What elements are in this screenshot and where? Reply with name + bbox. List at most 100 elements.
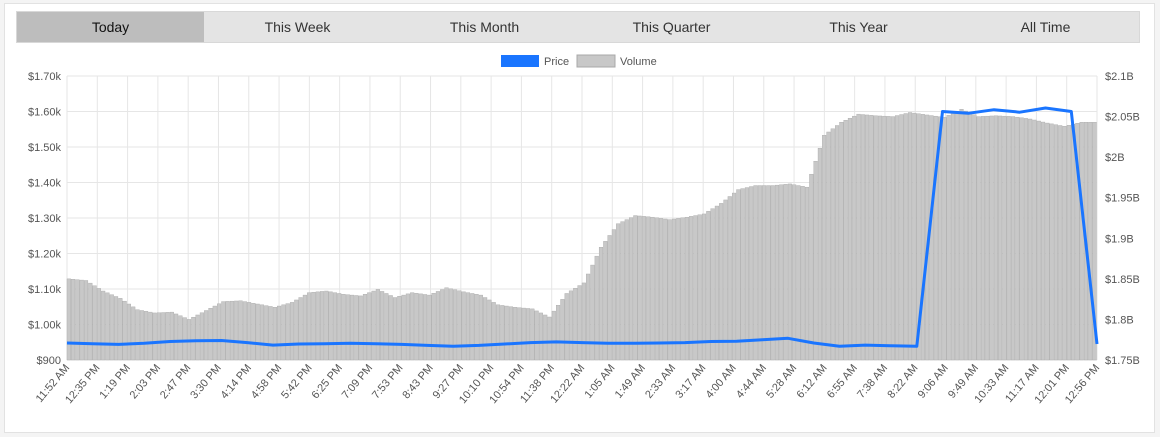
volume-bar — [337, 293, 342, 361]
volume-bar — [71, 279, 76, 361]
volume-bar — [706, 211, 711, 361]
volume-bar — [311, 292, 316, 361]
volume-bar — [689, 216, 694, 361]
volume-bar — [766, 185, 771, 361]
volume-bar — [736, 189, 741, 361]
volume-bar — [556, 305, 561, 361]
y-left-tick-label: $1.10k — [28, 284, 62, 296]
volume-bar — [749, 186, 754, 361]
volume-bar — [178, 315, 183, 361]
tab-this-week[interactable]: This Week — [264, 19, 331, 35]
x-tick-label: 6:12 AM — [795, 362, 830, 401]
x-tick-label: 3:30 PM — [188, 362, 224, 401]
y-left-tick-label: $1.60k — [28, 107, 62, 119]
volume-bar — [435, 291, 440, 361]
volume-bar — [315, 291, 320, 361]
x-tick-label: 7:09 PM — [340, 362, 376, 401]
volume-bar — [959, 109, 964, 361]
volume-bar — [1028, 118, 1033, 361]
volume-bar — [594, 255, 599, 361]
volume-bar — [453, 289, 458, 361]
volume-bar — [710, 208, 715, 361]
volume-bar — [92, 285, 97, 361]
tab-today[interactable]: Today — [17, 12, 204, 42]
volume-bar — [779, 184, 784, 361]
volume-bar — [822, 135, 827, 361]
volume-bar — [671, 218, 677, 361]
volume-bar — [152, 312, 157, 361]
x-tick-label: 2:33 AM — [643, 362, 678, 401]
x-tick-label: 8:22 AM — [885, 362, 920, 401]
x-tick-label: 4:58 PM — [249, 362, 285, 401]
volume-bar — [165, 312, 170, 361]
volume-bar — [212, 305, 217, 361]
volume-bar — [358, 295, 363, 361]
volume-bar — [980, 116, 986, 361]
volume-bar — [375, 289, 380, 361]
volume-bar — [534, 310, 539, 361]
tab-this-quarter[interactable]: This Quarter — [632, 19, 711, 35]
volume-bar — [247, 302, 252, 361]
volume-bar — [238, 300, 243, 361]
volume-bar — [307, 292, 312, 361]
volume-bar — [457, 290, 462, 361]
volume-bar — [568, 290, 574, 361]
volume-bar — [1058, 125, 1063, 361]
volume-bar — [611, 229, 616, 361]
volume-bar — [1066, 125, 1071, 361]
volume-bar — [1062, 126, 1067, 361]
volume-bar — [255, 303, 260, 361]
volume-bar — [985, 115, 990, 361]
volume-bar — [1079, 122, 1084, 361]
volume-bar — [320, 291, 325, 361]
volume-bar — [294, 299, 299, 361]
x-tick-label: 9:06 AM — [916, 362, 951, 401]
volume-bar — [191, 316, 196, 361]
volume-bar — [169, 311, 174, 361]
volume-bar — [787, 183, 792, 361]
volume-bar — [88, 282, 93, 361]
volume-bar — [478, 294, 483, 361]
volume-bar — [122, 300, 127, 361]
volume-bar — [199, 312, 204, 361]
y-right-tick-label: $2B — [1105, 152, 1125, 164]
volume-bar — [448, 288, 453, 361]
volume-bar — [1006, 116, 1011, 361]
volume-bar — [517, 307, 522, 361]
volume-bar — [839, 122, 844, 361]
volume-bar — [856, 113, 861, 361]
y-right-tick-label: $2.1B — [1105, 71, 1134, 83]
volume-bar — [676, 218, 681, 361]
tab-all-time[interactable]: All Time — [1020, 19, 1071, 35]
volume-bar — [573, 287, 578, 361]
volume-bar — [101, 290, 106, 361]
volume-bar — [680, 217, 685, 361]
volume-bar — [551, 310, 556, 361]
volume-bar — [890, 116, 895, 361]
volume-bar — [139, 310, 144, 361]
y-right-tick-label: $1.95B — [1105, 193, 1140, 205]
volume-bar — [701, 213, 707, 361]
volume-bar — [607, 235, 612, 361]
volume-bar — [105, 292, 110, 361]
volume-bar — [783, 184, 788, 361]
volume-bar — [950, 113, 955, 361]
tab-this-year[interactable]: This Year — [829, 19, 888, 35]
volume-bar — [114, 296, 119, 361]
volume-bar — [1088, 122, 1093, 361]
x-tick-label: 6:25 PM — [309, 362, 345, 401]
tab-this-month[interactable]: This Month — [449, 19, 520, 35]
volume-bar — [547, 316, 552, 361]
volume-bar — [659, 218, 664, 361]
volume-bar — [667, 219, 672, 361]
y-right-tick-label: $2.05B — [1105, 112, 1140, 124]
y-left-tick-label: $900 — [37, 355, 61, 367]
volume-bar — [1071, 124, 1076, 361]
y-left-tick-label: $1.40k — [28, 178, 62, 190]
volume-bar — [620, 221, 625, 361]
y-right-tick-label: $1.8B — [1105, 314, 1134, 326]
volume-bar — [912, 112, 917, 361]
volume-bar — [1010, 116, 1016, 361]
volume-bar — [504, 305, 509, 361]
